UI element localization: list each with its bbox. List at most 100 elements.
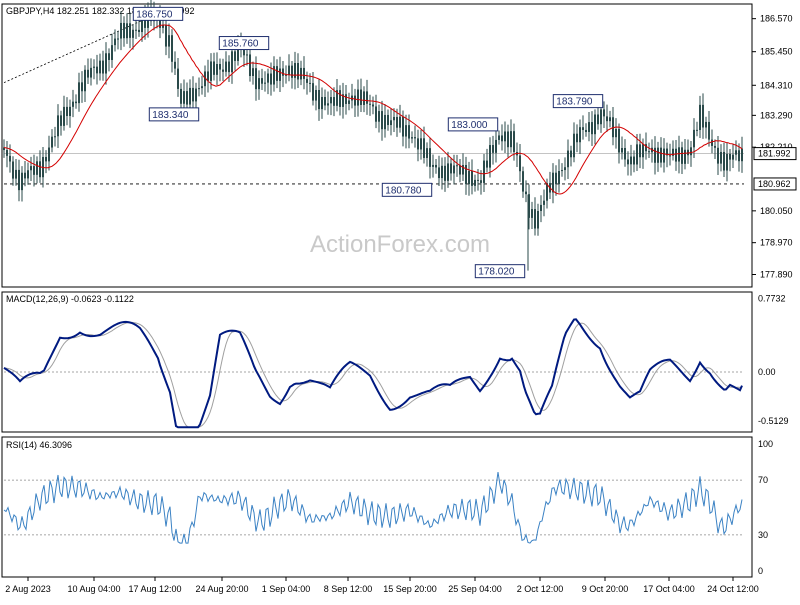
price-tag: 180.962 <box>753 177 797 191</box>
candle-body <box>279 68 281 81</box>
candle-body <box>57 115 59 137</box>
candle-body <box>231 51 233 73</box>
candle-body <box>90 67 92 78</box>
candle-body <box>609 117 611 122</box>
candle-body <box>267 73 269 83</box>
rsi-tick-label: 0 <box>758 566 763 576</box>
candle-body <box>60 115 62 126</box>
price-label: 180.780 <box>381 182 433 197</box>
macd-tick-label: 0.00 <box>758 367 776 377</box>
candle-body <box>522 171 524 192</box>
candle-body <box>471 170 473 186</box>
candle-body <box>612 117 614 138</box>
candle-body <box>222 69 224 72</box>
candle-body <box>75 101 77 104</box>
candle-body <box>144 16 146 28</box>
candle-body <box>15 169 17 179</box>
candle-body <box>501 135 503 142</box>
candle-body <box>120 22 122 39</box>
candle-body <box>672 148 674 156</box>
price-label-text: 180.780 <box>385 185 422 196</box>
candle-body <box>681 147 683 164</box>
price-label: 185.760 <box>218 36 270 51</box>
candle-body <box>246 54 248 56</box>
candle-body <box>561 170 563 172</box>
candle-body <box>594 114 596 135</box>
candle-body <box>645 144 647 152</box>
candle-body <box>525 191 527 195</box>
candle-body <box>168 35 170 47</box>
candle-body <box>210 61 212 81</box>
candle-body <box>234 51 236 61</box>
candle-body <box>225 61 227 72</box>
candle-body <box>327 103 329 106</box>
candle-body <box>474 179 476 186</box>
candle-body <box>213 61 215 75</box>
candle-body <box>420 138 422 150</box>
candle-body <box>387 114 389 126</box>
macd-title: MACD(12,26,9) -0.0623 -0.1122 <box>6 294 134 304</box>
candle-body <box>198 88 200 90</box>
price-label-box <box>381 182 433 197</box>
x-tick-label: 24 Aug 20:00 <box>195 584 248 594</box>
candle-body <box>414 137 416 139</box>
candle-body <box>228 61 230 73</box>
candle-body <box>216 64 218 75</box>
candle-body <box>576 133 578 143</box>
candle-body <box>99 60 101 74</box>
candle-body <box>252 68 254 77</box>
candle-body <box>624 147 626 160</box>
candle-body <box>489 145 491 168</box>
price-tag-text: 180.962 <box>758 179 791 189</box>
candle-body <box>639 144 641 158</box>
candle-body <box>615 128 617 138</box>
x-tick-label: 15 Sep 20:00 <box>383 584 437 594</box>
candle-body <box>399 116 401 128</box>
rsi-title: RSI(14) 46.3096 <box>6 440 72 450</box>
candle-body <box>486 160 488 168</box>
candle-body <box>555 172 557 185</box>
candle-body <box>33 166 35 175</box>
candle-body <box>78 82 80 104</box>
candle-body <box>159 16 161 28</box>
candle-body <box>108 53 110 60</box>
candle-body <box>66 106 68 117</box>
candle-body <box>132 29 134 38</box>
candle-body <box>24 172 26 179</box>
trend-line <box>3 13 159 83</box>
candle-body <box>300 67 302 80</box>
candle-body <box>417 138 419 150</box>
x-tick-label: 24 Oct 12:00 <box>707 584 759 594</box>
candle-body <box>288 65 290 75</box>
candle-body <box>435 164 437 168</box>
candle-body <box>36 161 38 175</box>
candle-body <box>675 148 677 162</box>
price-label-box <box>218 36 270 51</box>
price-label: 186.750 <box>132 6 184 21</box>
candle-body <box>630 156 632 165</box>
candle-body <box>423 138 425 158</box>
candle-body <box>495 139 497 153</box>
candle-body <box>369 103 371 105</box>
candle-body <box>552 172 554 193</box>
candle-body <box>96 66 98 74</box>
candle-body <box>243 48 245 56</box>
candle-body <box>366 91 368 104</box>
candle-body <box>312 83 314 101</box>
price-tick-label: 178.970 <box>760 238 793 248</box>
candle-body <box>138 29 140 33</box>
candle-body <box>69 106 71 117</box>
candle-body <box>6 150 8 156</box>
candle-body <box>291 65 293 78</box>
candle-body <box>9 155 11 162</box>
candle-body <box>270 73 272 85</box>
candle-body <box>513 131 515 152</box>
x-tick-label: 2 Oct 12:00 <box>517 584 564 594</box>
candle-body <box>219 64 221 70</box>
candle-body <box>105 53 107 74</box>
candle-body <box>693 129 695 148</box>
axes: 186.570185.450184.310183.290182.210180.0… <box>5 14 797 594</box>
candle-body <box>591 122 593 135</box>
candle-body <box>507 131 509 148</box>
